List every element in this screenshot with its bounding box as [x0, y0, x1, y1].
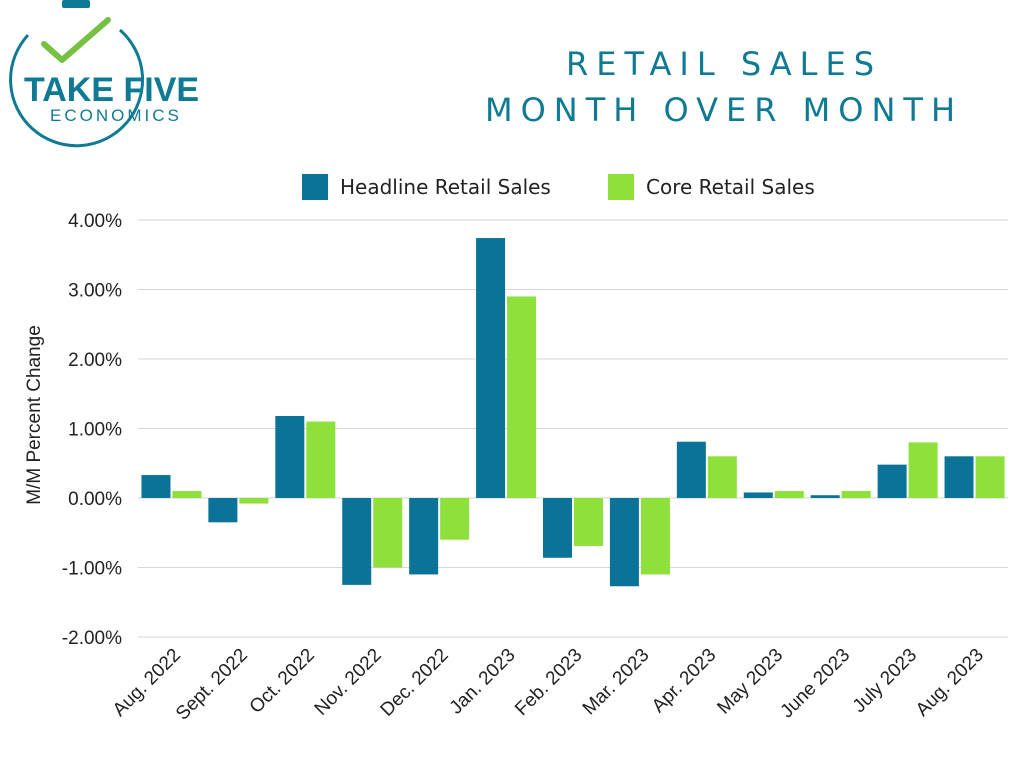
y-tick-label: 2.00% — [68, 350, 122, 371]
bar-headline-4 — [409, 498, 439, 575]
bar-core-1 — [239, 498, 269, 504]
bar-headline-2 — [275, 415, 305, 498]
bar-core-10 — [841, 491, 871, 498]
bar-headline-11 — [877, 464, 907, 498]
stopwatch-ring-icon — [9, 28, 144, 148]
x-tick-label: Oct. 2022 — [246, 645, 319, 718]
bar-core-8 — [707, 456, 737, 498]
x-tick-label: June 2023 — [777, 645, 855, 723]
bar-headline-6 — [543, 498, 572, 558]
y-tick-label: 3.00% — [68, 281, 122, 302]
bar-core-12 — [975, 456, 1005, 498]
x-tick-label: July 2023 — [849, 645, 921, 717]
bar-core-7 — [640, 498, 670, 575]
bar-headline-9 — [743, 492, 773, 498]
bar-core-4 — [440, 498, 470, 540]
bar-headline-8 — [676, 441, 706, 498]
x-tick-label: Apr. 2023 — [648, 645, 720, 717]
bar-headline-1 — [208, 498, 238, 523]
bar-core-6 — [574, 498, 603, 546]
bar-headline-5 — [476, 238, 506, 498]
x-tick-label: Mar. 2023 — [579, 645, 654, 720]
bar-headline-12 — [944, 456, 974, 498]
legend-item-core: Core Retail Sales — [608, 172, 815, 202]
bar-core-11 — [908, 442, 938, 498]
bar-core-3 — [373, 498, 403, 568]
x-tick-label: Sept. 2022 — [172, 645, 252, 725]
chart-title-line2: MONTH OVER MONTH — [485, 91, 963, 129]
y-tick-label: 0.00% — [68, 489, 122, 510]
stopwatch-button-icon — [62, 0, 90, 8]
bar-core-9 — [774, 491, 804, 498]
x-tick-label: Feb. 2023 — [511, 645, 586, 720]
logo-line1: TAKE FIVE — [24, 71, 199, 109]
legend-swatch-core — [608, 174, 634, 200]
y-tick-label: -2.00% — [62, 628, 122, 649]
bar-headline-3 — [342, 498, 372, 585]
x-tick-label: Dec. 2022 — [377, 645, 453, 721]
y-tick-label: -1.00% — [62, 559, 122, 580]
bar-headline-7 — [609, 498, 639, 587]
legend-label-headline: Headline Retail Sales — [340, 175, 551, 199]
legend-swatch-headline — [302, 174, 328, 200]
x-tick-label: Nov. 2022 — [311, 645, 386, 720]
take-five-economics-logo: TAKE FIVE ECONOMICS — [9, 0, 199, 148]
bar-core-5 — [507, 296, 537, 498]
legend-item-headline: Headline Retail Sales — [302, 172, 551, 202]
y-tick-label: 4.00% — [68, 211, 122, 232]
y-axis-label: M/M Percent Change — [24, 325, 45, 505]
checkmark-icon — [41, 17, 111, 63]
x-tick-label: Aug. 2023 — [912, 645, 988, 721]
bar-core-2 — [306, 421, 336, 498]
legend-label-core: Core Retail Sales — [646, 175, 815, 199]
bar-core-0 — [172, 491, 202, 498]
logo-line2: ECONOMICS — [50, 106, 182, 125]
x-tick-label: Jan. 2023 — [446, 645, 520, 719]
y-tick-label: 1.00% — [68, 420, 122, 441]
bar-headline-10 — [810, 495, 840, 498]
chart-title-line1: RETAIL SALES — [566, 45, 882, 83]
bar-headline-0 — [141, 475, 171, 498]
